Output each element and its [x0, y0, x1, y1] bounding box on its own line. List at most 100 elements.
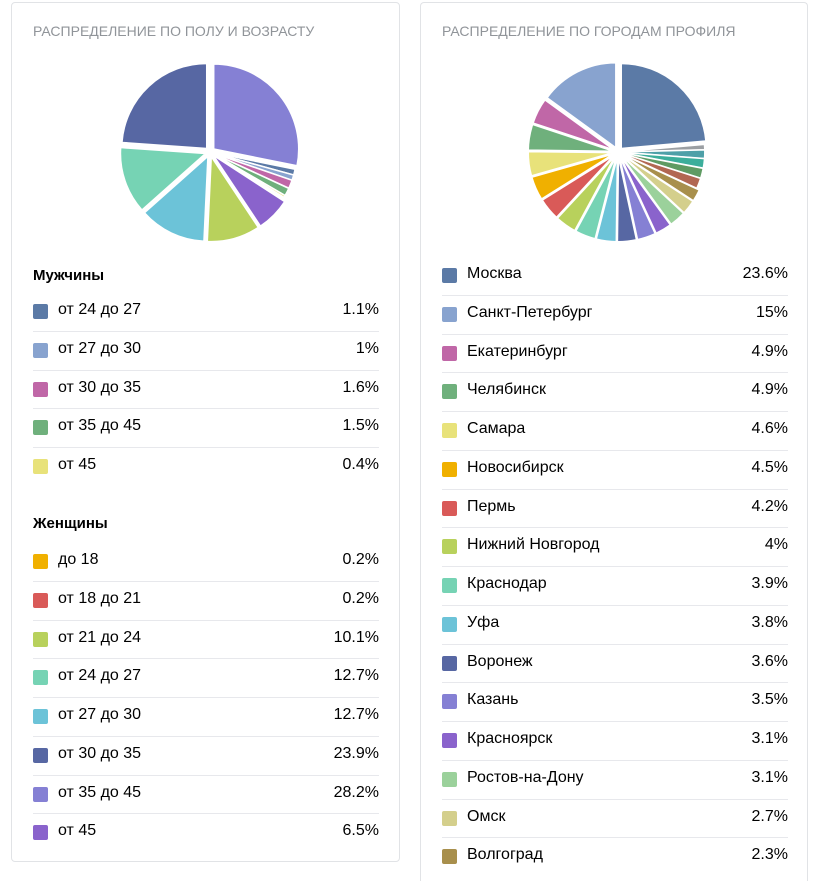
legend-item: Краснодар 3.9%: [442, 567, 788, 606]
pie-slice[interactable]: [527, 123, 614, 152]
pie-slice[interactable]: [620, 62, 707, 150]
legend-item: Екатеринбург 4.9%: [442, 335, 788, 374]
legend-value: 12.7%: [333, 667, 379, 685]
legend-value: 3.6%: [751, 652, 788, 670]
legend-label: Красноярск: [467, 730, 553, 747]
legend-label: от 45: [58, 456, 97, 473]
legend-value: 2.3%: [751, 846, 788, 864]
pie-slice[interactable]: [541, 154, 615, 219]
legend-value: 2.7%: [751, 807, 788, 825]
legend-swatch: [442, 655, 457, 671]
legend-swatch: [442, 500, 457, 516]
pie-slice[interactable]: [212, 63, 300, 167]
pie-slice[interactable]: [143, 154, 209, 243]
legend-item: от 45 6.5%: [33, 814, 379, 853]
pie-slice[interactable]: [620, 155, 685, 226]
legend-value: 1.6%: [342, 378, 379, 396]
legend-value: 3.1%: [751, 768, 788, 786]
pie-slice[interactable]: [211, 152, 285, 201]
legend-label: Пермь: [467, 497, 516, 515]
legend-swatch: [33, 459, 48, 474]
legend-label: от 45: [58, 822, 97, 840]
legend-value: 0.4%: [342, 456, 379, 473]
legend-label: Екатеринбург: [467, 342, 568, 360]
pie-slice[interactable]: [574, 156, 617, 240]
legend-label: от 24 до 27: [58, 301, 142, 318]
legend-value: 15%: [755, 303, 788, 321]
cities-panel: РАСПРЕДЕЛЕНИЕ ПО ГОРОДАМ ПРОФИЛЯ Москва 2…: [420, 2, 808, 881]
pie-slice[interactable]: [206, 154, 260, 243]
legend-item: Нижний Новгород 4%: [442, 528, 788, 567]
pie-slice[interactable]: [595, 156, 619, 243]
legend-label: от 30 до 35: [58, 378, 142, 396]
gender-age-pie-chart: [119, 62, 300, 243]
legend-swatch: [442, 810, 457, 826]
pie-slice[interactable]: [619, 155, 672, 235]
legend-item: Ростов-на-Дону 3.1%: [442, 761, 788, 800]
pie-slice[interactable]: [121, 62, 208, 150]
legend-swatch: [33, 592, 48, 608]
legend-item: от 30 до 35 1.6%: [33, 371, 379, 410]
legend-swatch: [33, 825, 48, 841]
legend-swatch: [442, 345, 457, 361]
legend-value: 3.1%: [751, 730, 788, 747]
pie-slice[interactable]: [532, 98, 615, 151]
legend-label: Санкт-Петербург: [467, 303, 593, 321]
legend-swatch: [33, 342, 48, 358]
legend-label: от 35 до 45: [58, 417, 142, 435]
legend-value: 1.1%: [342, 301, 379, 318]
legend-swatch: [33, 709, 48, 724]
legend-value: 4.9%: [751, 381, 788, 399]
legend-label: Ростов-на-Дону: [467, 768, 584, 786]
pie-slice[interactable]: [616, 156, 638, 243]
legend-label: от 30 до 35: [58, 744, 142, 762]
pie-slice[interactable]: [621, 153, 701, 202]
pie-slice[interactable]: [119, 146, 208, 212]
pie-slice[interactable]: [618, 156, 657, 241]
legend-value: 4%: [764, 536, 788, 554]
legend-item: Омск 2.7%: [442, 800, 788, 839]
legend-item: от 35 до 45 1.5%: [33, 409, 379, 448]
legend-label: до 18: [58, 551, 99, 568]
legend-value: 4.6%: [751, 420, 788, 437]
legend-cities: Москва 23.6% Санкт-Петербург 15% Екатеринбур…: [442, 257, 788, 877]
legend-label: от 21 до 24: [58, 628, 142, 646]
legend-label: Новосибирск: [467, 458, 564, 476]
legend-value: 4.5%: [751, 458, 788, 476]
legend-swatch: [442, 771, 457, 787]
legend-label: Омск: [467, 807, 506, 825]
legend-value: 4.2%: [751, 497, 788, 515]
legend-item: от 30 до 35 23.9%: [33, 737, 379, 776]
legend-item: от 27 до 30 12.7%: [33, 698, 379, 737]
legend-swatch: [442, 578, 457, 593]
pie-slice[interactable]: [527, 150, 614, 177]
group-title-women: Женщины: [33, 515, 108, 532]
legend-swatch: [442, 461, 457, 477]
pie-slice[interactable]: [530, 153, 615, 201]
legend-label: Казань: [467, 691, 519, 709]
legend-label: от 24 до 27: [58, 667, 142, 685]
pie-slice[interactable]: [212, 154, 286, 228]
legend-item: Санкт-Петербург 15%: [442, 296, 788, 335]
legend-value: 1%: [355, 339, 379, 357]
legend-label: Воронеж: [467, 652, 533, 670]
legend-men: от 24 до 27 1.1% от 27 до 30 1% от 30 до 35 1…: [33, 293, 379, 487]
pie-slice[interactable]: [556, 155, 616, 232]
legend-item: до 18 0.2%: [33, 543, 379, 582]
pie-slice[interactable]: [621, 154, 695, 214]
legend-label: Нижний Новгород: [467, 536, 600, 554]
legend-label: Самара: [467, 420, 526, 437]
legend-swatch: [442, 849, 457, 865]
legend-label: Челябинск: [467, 381, 546, 399]
legend-swatch: [442, 384, 457, 400]
legend-item: Уфа 3.8%: [442, 606, 788, 645]
legend-swatch: [33, 747, 48, 763]
legend-item: от 24 до 27 1.1%: [33, 293, 379, 332]
gender-age-panel: РАСПРЕДЕЛЕНИЕ ПО ПОЛУ И ВОЗРАСТУ Мужчины…: [11, 2, 400, 862]
legend-swatch: [33, 631, 48, 647]
legend-label: Уфа: [467, 613, 500, 631]
legend-label: Краснодар: [467, 575, 547, 592]
legend-swatch: [442, 423, 457, 438]
legend-item: Москва 23.6%: [442, 257, 788, 296]
pie-slice[interactable]: [546, 61, 617, 150]
